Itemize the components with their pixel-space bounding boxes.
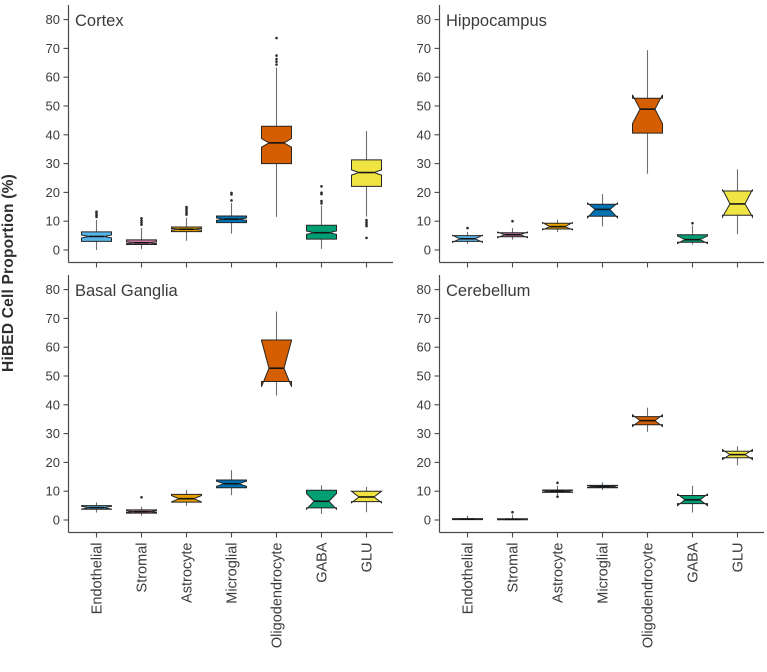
y-tick-label: 60 <box>46 70 60 85</box>
box-cerebellum-microglial <box>587 482 618 491</box>
panel-cortex: 0 10 20 30 40 50 60 70 80 Cortex <box>46 5 393 268</box>
x-axis <box>68 261 393 268</box>
y-tick-label: 60 <box>417 340 431 355</box>
y-tick-label: 30 <box>417 426 431 441</box>
box-cerebellum-endothelial <box>452 515 483 521</box>
y-tick-label: 70 <box>417 311 431 326</box>
y-tick-label: 10 <box>46 484 60 499</box>
x-axis <box>439 261 764 268</box>
y-tick-label: 30 <box>417 156 431 171</box>
box-hippocampus-oligodendrocyte <box>632 50 663 174</box>
panel-basal-ganglia: 0 10 20 30 40 50 60 70 80 Endothelial Stromal Astro… <box>46 275 393 649</box>
box-cortex-microglial <box>216 191 247 234</box>
y-axis: 0 10 20 30 40 50 60 70 80 <box>417 5 441 263</box>
x-tick-label-astrocyte: Astrocyte <box>180 543 196 603</box>
y-tick-label: 20 <box>46 185 60 200</box>
x-tick-label-oligodendrocyte: Oligodendrocyte <box>641 543 657 649</box>
y-tick-label: 0 <box>53 243 60 258</box>
y-tick-label: 80 <box>417 282 431 297</box>
y-tick-label: 40 <box>46 127 60 142</box>
x-tick-label-glu: GLU <box>731 543 747 573</box>
y-tick-label: 30 <box>46 156 60 171</box>
y-tick-label: 70 <box>46 41 60 56</box>
x-tick-label-endothelial: Endothelial <box>90 543 106 615</box>
y-tick-label: 20 <box>46 455 60 470</box>
y-tick-label: 0 <box>424 243 431 258</box>
box-hippocampus-microglial <box>587 194 618 227</box>
y-tick-label: 50 <box>417 369 431 384</box>
y-tick-label: 80 <box>46 12 60 27</box>
box-basal-ganglia-endothelial <box>81 502 112 513</box>
panel-title-basal-ganglia: Basal Ganglia <box>75 282 179 300</box>
y-tick-label: 50 <box>46 99 60 114</box>
panel-title-cerebellum: Cerebellum <box>446 282 530 300</box>
box-cortex-gaba <box>306 185 337 249</box>
box-cortex-oligodendrocyte <box>261 36 292 217</box>
box-cerebellum-gaba <box>677 485 708 513</box>
box-basal-ganglia-astrocyte <box>171 490 202 506</box>
x-tick-label-stromal: Stromal <box>135 543 151 593</box>
y-tick-label: 20 <box>417 185 431 200</box>
y-tick-label: 60 <box>46 340 60 355</box>
box-cerebellum-glu <box>722 446 753 466</box>
box-cerebellum-stromal <box>497 510 528 521</box>
box-basal-ganglia-stromal <box>126 495 157 516</box>
y-tick-label: 80 <box>417 12 431 27</box>
x-tick-label-gaba: GABA <box>686 542 702 583</box>
x-tick-label-microglial: Microglial <box>596 543 612 604</box>
box-cortex-endothelial <box>81 210 112 250</box>
y-tick-label: 40 <box>46 397 60 412</box>
panel-cerebellum: 0 10 20 30 40 50 60 70 80 Endothelial Stromal Astro… <box>417 275 764 649</box>
box-hippocampus-endothelial <box>452 226 483 244</box>
y-tick-label: 80 <box>46 282 60 297</box>
box-hippocampus-astrocyte <box>542 219 573 233</box>
y-tick-label: 70 <box>417 41 431 56</box>
box-cortex-glu <box>351 131 382 240</box>
x-tick-label-gaba: GABA <box>315 542 331 583</box>
y-tick-label: 30 <box>46 426 60 441</box>
x-tick-label-endothelial: Endothelial <box>461 543 477 615</box>
box-basal-ganglia-microglial <box>216 470 247 496</box>
y-axis-title: HiBED Cell Proportion (%) <box>0 174 17 372</box>
box-hippocampus-glu <box>722 169 753 235</box>
box-basal-ganglia-oligodendrocyte <box>261 311 292 396</box>
x-tick-label-stromal: Stromal <box>506 543 522 593</box>
y-tick-label: 0 <box>53 513 60 528</box>
x-tick-label-oligodendrocyte: Oligodendrocyte <box>270 543 286 649</box>
panel-title-hippocampus: Hippocampus <box>446 12 547 30</box>
box-basal-ganglia-glu <box>350 486 383 513</box>
x-tick-label-astrocyte: Astrocyte <box>551 543 567 603</box>
y-tick-label: 50 <box>46 369 60 384</box>
panel-title-cortex: Cortex <box>75 12 124 30</box>
y-tick-label: 10 <box>46 214 60 229</box>
y-tick-label: 20 <box>417 455 431 470</box>
x-axis: Endothelial Stromal Astrocyte Microglial Oli… <box>439 531 764 649</box>
y-tick-label: 0 <box>424 513 431 528</box>
panels-grid: 0 10 20 30 40 50 60 70 80 Cortex 0 10 20 30 40 50 60 70 80… <box>24 0 767 672</box>
y-tick-label: 10 <box>417 214 431 229</box>
box-cortex-astrocyte <box>171 205 202 241</box>
y-tick-label: 60 <box>417 70 431 85</box>
x-axis: Endothelial Stromal Astrocyte Microglial Oli… <box>68 531 393 649</box>
panel-hippocampus: 0 10 20 30 40 50 60 70 80 Hippocampus <box>417 5 764 268</box>
y-axis: 0 10 20 30 40 50 60 70 80 <box>417 275 441 533</box>
box-basal-ganglia-gaba <box>306 485 337 514</box>
box-hippocampus-gaba <box>677 221 708 245</box>
x-tick-label-microglial: Microglial <box>225 543 241 604</box>
y-tick-label: 10 <box>417 484 431 499</box>
y-tick-label: 70 <box>46 311 60 326</box>
y-tick-label: 40 <box>417 397 431 412</box>
x-tick-label-glu: GLU <box>360 543 376 573</box>
box-cerebellum-oligodendrocyte <box>632 407 663 432</box>
box-hippocampus-stromal <box>497 219 528 240</box>
y-tick-label: 50 <box>417 99 431 114</box>
y-axis: 0 10 20 30 40 50 60 70 80 <box>46 5 70 263</box>
box-cortex-stromal <box>126 217 157 250</box>
box-cerebellum-astrocyte <box>542 481 573 498</box>
y-tick-label: 40 <box>417 127 431 142</box>
y-axis: 0 10 20 30 40 50 60 70 80 <box>46 275 70 533</box>
